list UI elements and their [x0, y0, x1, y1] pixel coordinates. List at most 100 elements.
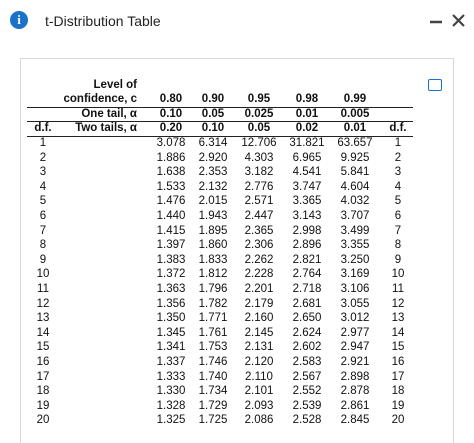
t-value: 1.761: [198, 326, 228, 339]
confidence-level: 0.80: [159, 93, 183, 105]
t-value: 63.657: [337, 137, 373, 149]
table-rule: [27, 121, 413, 122]
close-button[interactable]: [452, 14, 465, 27]
t-value: 2.624: [292, 326, 322, 339]
two-tails-alpha: 0.05: [247, 122, 271, 134]
one-tail-alpha: 0.01: [295, 108, 319, 120]
t-value: 1.740: [198, 370, 228, 383]
t-value: 2.681: [292, 297, 322, 310]
t-value: 2.447: [244, 210, 274, 222]
t-value: 2.583: [292, 356, 322, 368]
df-cell: 4: [39, 180, 47, 193]
t-value: 1.337: [156, 356, 186, 368]
one-tail-label: One tail, α: [81, 108, 137, 120]
t-value: 1.725: [198, 414, 228, 427]
t-value: 5.841: [340, 166, 370, 179]
t-value: 2.228: [244, 268, 274, 281]
two-tails-alpha: 0.01: [343, 122, 367, 134]
t-value: 3.169: [340, 268, 370, 281]
df-cell: 5: [39, 195, 47, 208]
t-value: 1.341: [156, 341, 186, 354]
t-value: 2.998: [292, 224, 322, 237]
t-value: 3.747: [292, 180, 322, 193]
t-value: 2.571: [244, 195, 274, 208]
df-cell: 16: [36, 356, 50, 368]
df-header: d.f.: [389, 122, 407, 134]
df-cell: 14: [391, 326, 405, 339]
t-value: 2.132: [198, 180, 228, 193]
table-rule: [27, 107, 413, 108]
df-cell: 14: [36, 326, 50, 339]
print-button[interactable]: [428, 79, 442, 91]
t-value: 2.365: [244, 224, 274, 237]
t-value: 9.925: [340, 151, 370, 164]
t-value: 3.055: [340, 297, 370, 310]
df-cell: 2: [39, 151, 47, 164]
t-value: 1.796: [198, 283, 228, 295]
t-value: 1.895: [198, 224, 228, 237]
one-tail-alpha: 0.005: [340, 108, 370, 120]
t-value: 2.977: [340, 326, 370, 339]
t-value: 3.355: [340, 239, 370, 252]
t-value: 1.333: [156, 370, 186, 383]
df-cell: 18: [391, 385, 405, 398]
t-value: 1.383: [156, 253, 186, 266]
t-value: 3.106: [340, 283, 370, 295]
dialog-title: t-Distribution Table: [45, 13, 161, 29]
two-tails-alpha: 0.20: [159, 122, 183, 134]
df-cell: 15: [36, 341, 50, 354]
table-rule: [27, 136, 413, 137]
df-cell: 8: [39, 239, 47, 252]
df-cell: 19: [36, 399, 50, 412]
t-value: 2.131: [244, 341, 274, 354]
t-value: 2.552: [292, 385, 322, 398]
t-value: 1.356: [156, 297, 186, 310]
t-value: 2.201: [244, 283, 274, 295]
t-value: 2.086: [244, 414, 274, 427]
t-value: 1.328: [156, 399, 186, 412]
t-value: 2.110: [245, 370, 273, 383]
t-value: 2.602: [292, 341, 322, 354]
t-value: 6.314: [198, 137, 228, 149]
df-cell: 13: [391, 312, 405, 325]
t-value: 1.330: [156, 385, 186, 398]
t-value: 3.499: [340, 224, 370, 237]
df-cell: 3: [39, 166, 47, 179]
df-cell: 6: [394, 210, 402, 222]
df-cell: 12: [391, 297, 405, 310]
t-value: 4.541: [292, 166, 322, 179]
df-cell: 8: [394, 239, 402, 252]
t-value: 2.947: [340, 341, 370, 354]
t-value: 4.032: [340, 195, 370, 208]
df-cell: 6: [39, 210, 47, 222]
df-cell: 20: [36, 414, 50, 427]
t-value: 1.350: [156, 312, 186, 325]
df-cell: 7: [394, 224, 402, 237]
two-tails-alpha: 0.10: [201, 122, 225, 134]
t-value: 2.861: [340, 399, 370, 412]
df-cell: 11: [37, 283, 49, 295]
t-value: 2.896: [292, 239, 322, 252]
t-value: 2.262: [244, 253, 274, 266]
t-value: 3.012: [340, 312, 370, 325]
t-value: 2.821: [292, 253, 322, 266]
t-value: 2.845: [340, 414, 370, 427]
t-table: Level of confidence, c One tail, α Two tail…: [21, 59, 453, 443]
df-cell: 10: [391, 268, 405, 281]
df-header: d.f.: [34, 122, 52, 134]
df-cell: 7: [39, 224, 47, 237]
t-value: 1.476: [156, 195, 186, 208]
level-label: confidence, c: [63, 93, 138, 105]
t-value: 31.821: [289, 137, 325, 149]
t-value: 2.650: [292, 312, 322, 325]
df-cell: 17: [36, 370, 50, 383]
df-cell: 5: [394, 195, 402, 208]
one-tail-alpha: 0.05: [201, 108, 225, 120]
df-cell: 20: [391, 414, 405, 427]
two-tails-label: Two tails, α: [75, 122, 137, 134]
t-value: 2.920: [198, 151, 228, 164]
content-panel: Level of confidence, c One tail, α Two tail…: [20, 58, 454, 443]
t-value: 2.145: [244, 326, 274, 339]
t-value: 3.707: [340, 210, 370, 222]
df-cell: 3: [394, 166, 402, 179]
